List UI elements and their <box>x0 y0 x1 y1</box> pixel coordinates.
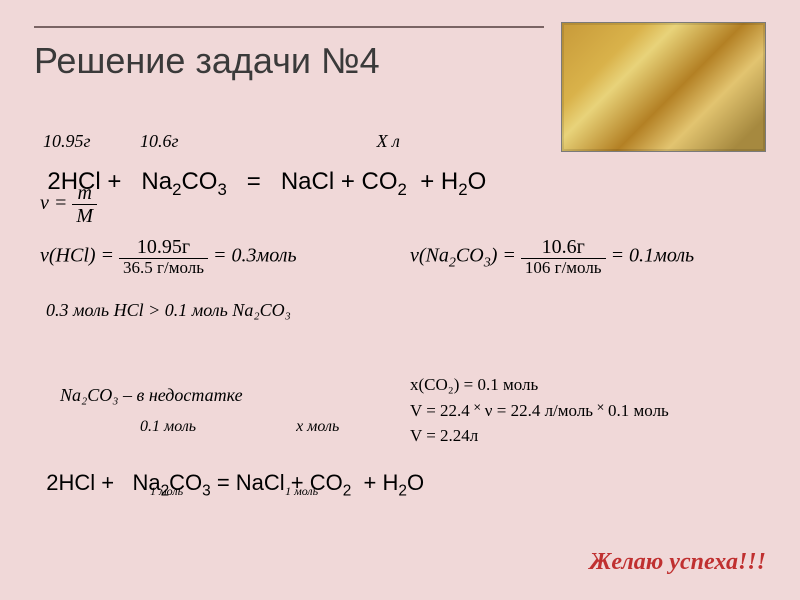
mineral-photo <box>561 22 766 152</box>
comparison-line: 0.3 моль HCl > 0.1 моль Na₂CO₃ <box>46 300 291 321</box>
nu-hcl-calc: ν(HCl) = 10.95г36.5 г/моль = 0.3моль <box>40 236 297 278</box>
na2co3-result: = 0.1моль <box>606 244 695 266</box>
na2co3-num: 10.6г <box>521 236 606 259</box>
eq2-bottom-annotations: 1 моль 1 моль <box>150 484 318 499</box>
page-title: Решение задачи №4 <box>34 40 380 82</box>
footer-wish: Желаю успеха!!! <box>589 549 766 576</box>
reaction-equation-1: 2HCl + Na2CO3 = NaCl + CO2 + H2O <box>34 140 486 200</box>
calc-line-1: х(CO₂) = 0.1 моль <box>410 372 669 398</box>
hcl-den: 36.5 г/моль <box>119 259 208 278</box>
deficit-line: Na₂CO₃ – в недостатке <box>60 385 243 406</box>
hcl-result: = 0.3моль <box>208 244 297 266</box>
eq2-top-annotations: 0.1 моль х моль <box>140 418 339 436</box>
nu-formula: ν = mM <box>40 182 97 227</box>
hcl-num: 10.95г <box>119 236 208 259</box>
na2co3-den: 106 г/моль <box>521 259 606 278</box>
final-calc-block: х(CO₂) = 0.1 моль V = 22.4 ˟ ν = 22.4 л/… <box>410 372 669 449</box>
formula-numerator: m <box>72 182 97 205</box>
species-na: Na <box>141 168 172 195</box>
calc-line-3: V = 2.24л <box>410 423 669 449</box>
divider-rule <box>34 26 544 28</box>
nu-na2co3-calc: ν(Na2CO3) = 10.6г106 г/моль = 0.1моль <box>410 236 694 278</box>
formula-denominator: M <box>72 205 97 227</box>
calc-line-2: V = 22.4 ˟ ν = 22.4 л/моль ˟ 0.1 моль <box>410 398 669 424</box>
